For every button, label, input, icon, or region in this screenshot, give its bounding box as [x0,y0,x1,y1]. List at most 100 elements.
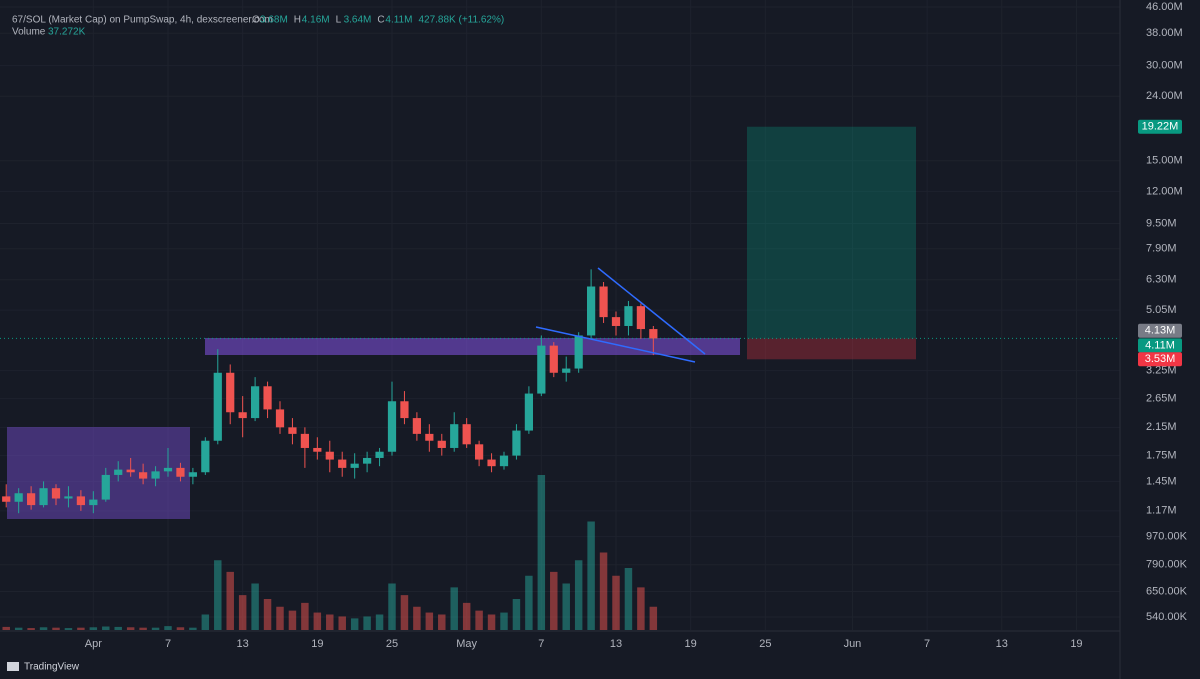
volume-bar [301,602,309,630]
volume-bar [126,627,135,630]
volume-value: 37.272K [48,27,86,38]
grid [0,0,1120,630]
volume-layer [2,475,658,630]
target-zone [747,126,916,339]
candle-body [188,472,197,477]
candle-body [587,286,596,336]
candles [2,269,658,514]
candle-body [537,345,546,394]
volume-bar [139,627,147,630]
y-tick-label: 38.00M [1146,27,1183,39]
candle-body [139,472,148,479]
candle-body [338,459,347,468]
candle-body [350,463,359,468]
volume-bar [350,618,359,630]
legend-value: 4.11M [385,15,412,26]
x-tick-label: 7 [924,638,930,650]
candle-body [450,424,459,448]
candle-body [114,469,123,475]
candle-body [425,433,434,441]
candle-body [524,393,533,431]
candle-body [363,457,372,464]
volume-bar [450,587,458,630]
volume-bar [649,606,658,630]
candle-body [624,306,633,326]
y-tick-label: 970.00K [1146,530,1188,542]
candle-body [126,469,135,473]
volume-bar [27,628,35,630]
legend-key: H [294,15,301,26]
y-tick-label: 9.50M [1146,217,1177,229]
candle-body [437,440,446,448]
y-tick-label: 15.00M [1146,155,1183,167]
y-tick-label: 5.05M [1146,304,1177,316]
volume-bar [326,614,334,630]
volume-bar [462,602,471,630]
volume-bar [238,595,247,630]
price-label-box [1138,119,1182,134]
x-tick-label: 19 [311,638,323,650]
y-tick-label: 46.00M [1146,1,1183,13]
footer: TradingView [24,662,80,673]
volume-bar [624,568,633,630]
candle-body [39,488,48,506]
volume-bar [226,571,234,630]
volume-bar [550,571,558,630]
y-tick-label: 540.00K [1146,611,1188,623]
volume-bar [487,614,496,630]
volume-bar [189,627,197,630]
volume-bar [512,599,521,630]
y-tick-label: 24.00M [1146,90,1183,102]
candle-body [76,496,85,506]
candle-body [549,345,558,373]
y-tick-label: 3.25M [1146,365,1177,377]
price-label: 4.13M [1145,325,1176,337]
candle-body [2,496,11,502]
legend-change: 427.88K (+11.62%) [418,15,504,26]
volume-bar [214,560,222,630]
candle-body [325,451,334,460]
candle-body [499,455,509,467]
volume-bar [612,575,620,630]
candle-body [251,386,260,419]
volume-bar [400,595,409,630]
volume-bar [52,627,60,630]
y-tick-label: 2.15M [1146,421,1177,433]
candle-body [475,444,484,460]
trendline [597,267,706,355]
candle-body [263,386,272,410]
volume-bar [77,627,85,630]
candle-body [51,488,61,499]
volume-bar [637,587,645,630]
volume-bar [388,583,396,630]
volume-bar [599,552,608,630]
volume-bar [375,614,384,630]
candle-body [89,499,98,506]
volume-bar [288,610,297,630]
x-tick-label: Jun [844,638,862,650]
volume-bar [525,575,533,630]
volume-bar [176,627,185,630]
volume-bar [500,612,508,630]
candle-body [487,459,496,467]
volume-bar [263,599,272,630]
x-tick-label: 25 [759,638,771,650]
x-tick-label: 25 [386,638,398,650]
candle-body [562,368,571,373]
legend-value: 3.68M [260,15,288,26]
x-tick-label: May [456,638,477,650]
candle-body [300,433,309,448]
price-label: 3.53M [1145,353,1176,365]
candle-body [275,409,285,428]
volume-bar [164,626,172,630]
y-tick-label: 6.30M [1146,274,1177,286]
price-label: 4.11M [1145,339,1175,351]
volume-bar [14,627,23,630]
candle-body [599,286,608,318]
zone [7,427,190,519]
volume-bar [201,614,210,630]
candle-body [636,306,645,330]
x-tick-label: 13 [237,638,249,650]
volume-bar [587,521,595,630]
